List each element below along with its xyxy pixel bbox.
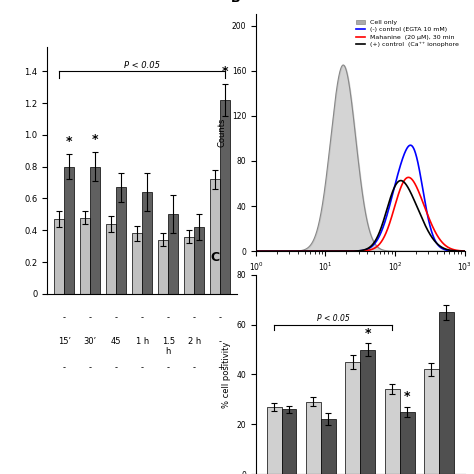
Text: -: - [141, 314, 144, 323]
Text: -: - [167, 314, 170, 323]
Text: -: - [115, 363, 118, 372]
X-axis label: Fluo-3/AM fluorescence: Fluo-3/AM fluorescence [311, 279, 410, 288]
Bar [168, 214, 178, 294]
Bar [210, 179, 220, 294]
Text: -: - [192, 314, 196, 323]
Text: 1.5
h: 1.5 h [162, 337, 175, 356]
Text: 2 h: 2 h [188, 337, 201, 346]
Text: -: - [219, 337, 222, 346]
Text: P < 0.05: P < 0.05 [124, 61, 160, 70]
Text: -: - [219, 314, 222, 323]
Text: -: - [115, 314, 118, 323]
Text: B: B [231, 0, 240, 5]
Text: 1 h: 1 h [136, 337, 149, 346]
Text: +: + [217, 363, 224, 372]
Bar [142, 192, 152, 294]
Bar [132, 234, 142, 294]
Text: -: - [89, 363, 92, 372]
Bar [306, 402, 321, 474]
Text: *: * [365, 327, 371, 339]
Text: P < 0.05: P < 0.05 [317, 314, 349, 323]
Bar [360, 350, 375, 474]
Text: 30’: 30’ [84, 337, 97, 346]
Text: *: * [404, 390, 410, 403]
Legend: Cell only, (-) control (EGTA 10 mM), Mahanine  (20 μM), 30 min, (+) control  (Ca: Cell only, (-) control (EGTA 10 mM), Mah… [353, 18, 461, 49]
Bar [282, 409, 297, 474]
Text: -: - [63, 363, 66, 372]
Text: *: * [92, 133, 99, 146]
Text: -: - [141, 363, 144, 372]
Bar [194, 227, 204, 294]
Bar [55, 219, 64, 294]
Bar [106, 224, 116, 294]
Bar [384, 390, 400, 474]
Text: *: * [222, 64, 228, 78]
Bar [116, 187, 126, 294]
Bar [158, 240, 168, 294]
Text: *: * [66, 135, 73, 147]
Bar [90, 167, 100, 294]
Bar [345, 362, 360, 474]
Bar [439, 312, 454, 474]
Bar [424, 370, 439, 474]
Text: -: - [167, 363, 170, 372]
Y-axis label: % cell positivity: % cell positivity [222, 341, 231, 408]
Bar [220, 100, 230, 294]
Text: -: - [89, 314, 92, 323]
Text: -: - [192, 363, 196, 372]
Text: C: C [210, 251, 219, 264]
Text: 45: 45 [111, 337, 121, 346]
Bar [184, 237, 194, 294]
Bar [64, 167, 74, 294]
Bar [266, 407, 282, 474]
Bar [321, 419, 336, 474]
Text: 15’: 15’ [58, 337, 71, 346]
Y-axis label: Counts: Counts [217, 118, 226, 147]
Text: -: - [63, 314, 66, 323]
Bar [81, 218, 90, 294]
Bar [400, 412, 415, 474]
